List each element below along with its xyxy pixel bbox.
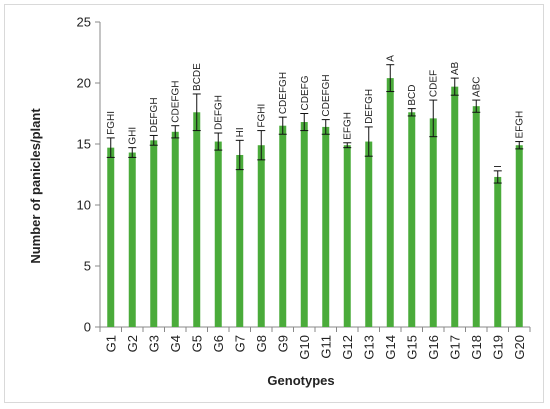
x-tick-label-g10: G10	[297, 335, 312, 360]
significance-label-g12: EFGH	[343, 112, 354, 140]
bar-g6	[214, 141, 222, 327]
x-tick-label-g5: G5	[189, 335, 204, 352]
significance-label-g11: CDEFGH	[321, 74, 332, 116]
bar-g2	[128, 152, 136, 327]
x-tick-label-g2: G2	[125, 335, 140, 352]
x-tick-label-g1: G1	[103, 335, 118, 352]
y-tick-label: 10	[77, 198, 91, 213]
x-tick-label-g20: G20	[512, 335, 527, 360]
y-tick-label: 0	[84, 320, 91, 335]
x-tick-label-g17: G17	[447, 335, 462, 360]
significance-label-g17: AB	[450, 61, 461, 75]
significance-label-g4: CDEFGH	[171, 80, 182, 122]
x-tick-label-g18: G18	[469, 335, 484, 360]
bars	[107, 78, 523, 328]
bar-g10	[300, 122, 308, 327]
y-tick-label: 15	[77, 137, 91, 152]
bar-g18	[472, 106, 480, 328]
significance-label-g5: BCDE	[192, 63, 203, 91]
significance-label-g20: EFGH	[515, 111, 526, 139]
x-tick-label-g19: G19	[490, 335, 505, 360]
bar-g4	[171, 131, 179, 327]
x-tick-label-g12: G12	[340, 335, 355, 360]
bar-g1	[107, 147, 115, 327]
error-bars	[106, 64, 524, 184]
significance-label-g13: DEFGH	[364, 89, 375, 124]
bar-g8	[257, 145, 265, 327]
bar-g7	[236, 154, 244, 327]
x-tick-label-g9: G9	[275, 335, 290, 352]
x-axis: G1 G2 G3 G4 G5 G6 G7 G8 G9 G10 G11 G12 G13 G14 G15 G16 G…	[99, 326, 531, 360]
significance-label-g15: BCD	[407, 84, 418, 105]
x-tick-label-g11: G11	[318, 335, 333, 359]
significance-labels: FGHI GHI DEFGH CDEFGH BCDE DEFGH HI FGHI CDEFGH C…	[106, 55, 526, 168]
significance-label-g3: DEFGH	[149, 97, 160, 132]
significance-label-g2: GHI	[128, 127, 139, 145]
y-axis-title: Number of panicles/plant	[28, 108, 43, 264]
bar-g16	[429, 118, 437, 327]
bar-g20	[515, 145, 523, 327]
x-tick-label-g3: G3	[146, 335, 161, 352]
y-tick-label: 5	[84, 259, 91, 274]
significance-label-g9: CDEFGH	[278, 72, 289, 114]
bar-g17	[451, 86, 459, 327]
significance-label-g16: CDEF	[429, 70, 440, 97]
x-tick-label-g13: G13	[361, 335, 376, 360]
significance-label-g19: I	[493, 165, 504, 168]
x-tick-label-g8: G8	[254, 335, 269, 352]
significance-label-g6: DEFGH	[214, 95, 225, 130]
bar-g19	[494, 176, 502, 327]
bar-g12	[343, 145, 351, 327]
x-tick-label-g7: G7	[232, 335, 247, 352]
bar-g5	[193, 112, 201, 327]
significance-label-g1: FGHI	[106, 111, 117, 135]
x-tick-label-g16: G16	[426, 335, 441, 360]
bar-g13	[365, 141, 373, 327]
significance-label-g10: CDEFG	[300, 75, 311, 110]
bar-g11	[322, 126, 330, 327]
significance-label-g18: ABC	[472, 77, 483, 98]
bar-g3	[150, 140, 158, 327]
y-axis: 0 5 10 15 20 25	[77, 15, 101, 335]
x-axis-title: Genotypes	[267, 373, 334, 388]
bar-g9	[279, 125, 287, 327]
y-tick-label: 25	[77, 15, 91, 30]
significance-label-g8: FGHI	[257, 104, 268, 128]
significance-label-g14: A	[386, 55, 397, 62]
x-tick-label-g4: G4	[168, 335, 183, 352]
x-tick-label-g6: G6	[211, 335, 226, 352]
x-tick-label-g15: G15	[404, 335, 419, 360]
y-tick-label: 20	[77, 76, 91, 91]
bar-g14	[386, 78, 394, 328]
x-tick-label-g14: G14	[383, 335, 398, 360]
bar-g15	[408, 112, 416, 327]
significance-label-g7: HI	[235, 127, 246, 137]
